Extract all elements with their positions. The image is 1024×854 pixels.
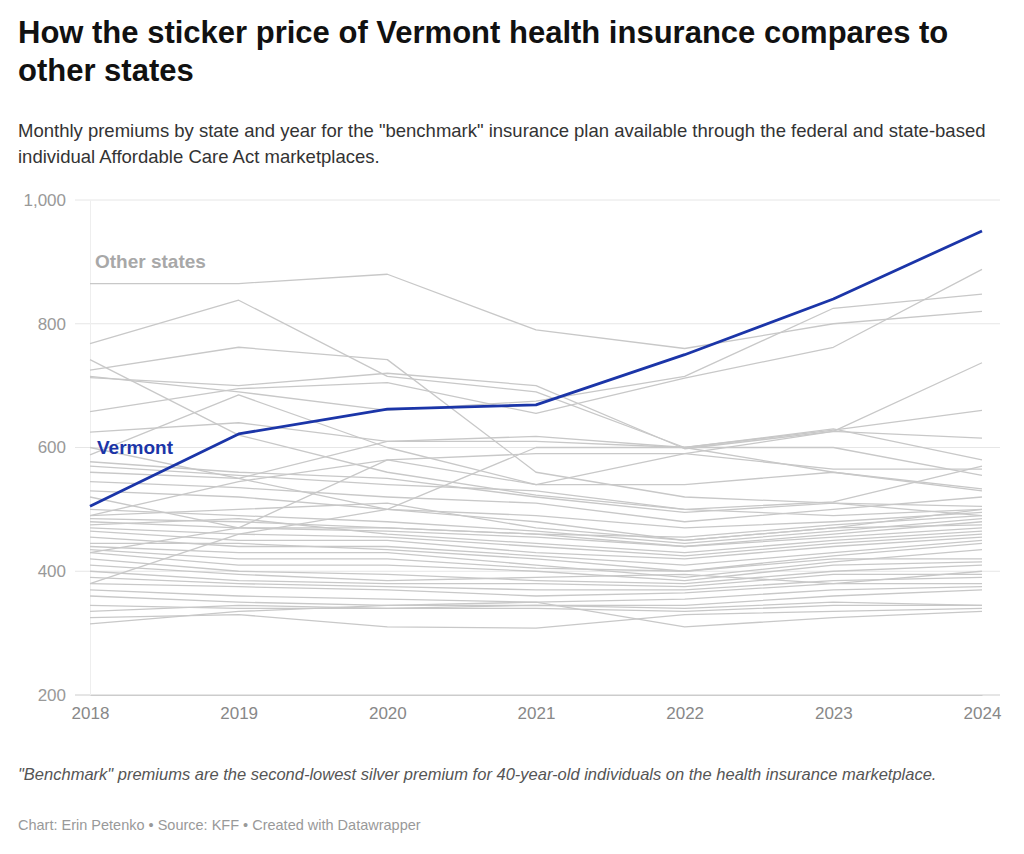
state-line [90,300,982,489]
y-tick-label: 400 [38,562,66,581]
grid-line [75,323,1000,324]
annotation: Other states [95,251,206,272]
series-label: Vermont [97,437,174,458]
y-tick: 800 [38,315,90,334]
state-line [90,460,982,553]
state-line [90,363,982,485]
source: Chart: Erin Petenko • Source: KFF • Crea… [18,817,1008,833]
y-axis: 200 400 600 800 1,000 [23,191,90,705]
y-tick-label: 1,000 [23,191,66,210]
grid-line [75,695,1000,696]
x-tick: 2020 [369,695,407,723]
state-line [90,571,982,586]
x-tick-label: 2022 [666,704,704,723]
state-line [90,550,982,572]
y-tick-label: 800 [38,315,66,334]
grid-line [75,200,1000,201]
y-tick: 600 [38,438,90,457]
x-tick-label: 2024 [964,704,1002,723]
y-tick-label: 200 [38,686,66,705]
title: How the sticker price of Vermont health … [18,14,1018,90]
state-line [90,543,982,571]
state-line [90,503,982,540]
y-tick-label: 600 [38,438,66,457]
highlight-line [90,231,982,506]
note: "Benchmark" premiums are the second-lowe… [18,763,1008,786]
state-line [90,441,982,478]
x-tick-label: 2023 [815,704,853,723]
x-tick: 2023 [815,695,853,723]
x-tick-label: 2021 [518,704,556,723]
state-line [90,509,982,543]
x-tick: 2021 [518,695,556,723]
lines [90,231,982,628]
state-line [90,274,982,348]
y-tick: 200 [38,686,90,705]
state-line [90,587,982,602]
state-line [90,360,982,516]
state-line [90,519,982,553]
y-tick: 1,000 [23,191,90,210]
x-tick: 2024 [964,695,1002,723]
state-line [90,294,982,410]
x-tick: 2019 [220,695,258,723]
x-tick: 2022 [666,695,704,723]
grid [75,200,1000,695]
y-tick: 400 [38,562,90,581]
state-line [90,602,982,627]
state-line [90,429,982,584]
labels: Vermont Other states [95,251,206,458]
state-line [90,608,982,628]
subtitle: Monthly premiums by state and year for t… [18,118,1008,170]
x-axis: 2018 2019 2020 2021 2022 2023 2024 [72,695,1002,723]
chart: 200 400 600 800 1,000 2018 2019 2020 2021 2022 202… [0,0,1024,854]
state-line [90,373,982,448]
state-line [90,553,982,581]
x-axis-line [91,695,983,696]
x-tick-label: 2020 [369,704,407,723]
x-tick-label: 2019 [220,704,258,723]
x-tick-label: 2018 [72,704,110,723]
x-tick: 2018 [72,695,110,723]
